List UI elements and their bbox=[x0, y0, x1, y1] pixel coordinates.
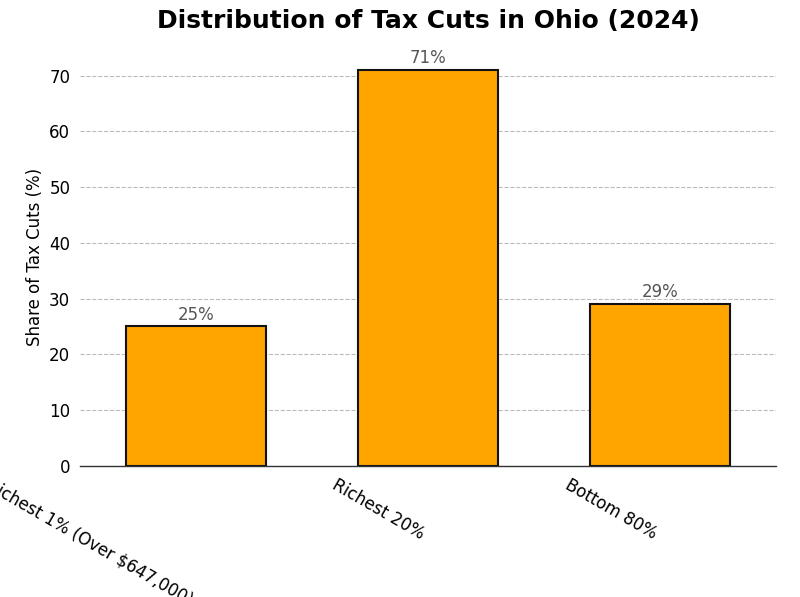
Bar bbox=[590, 304, 730, 466]
Bar bbox=[126, 327, 266, 466]
Title: Distribution of Tax Cuts in Ohio (2024): Distribution of Tax Cuts in Ohio (2024) bbox=[157, 10, 699, 33]
Text: 25%: 25% bbox=[178, 306, 214, 324]
Y-axis label: Share of Tax Cuts (%): Share of Tax Cuts (%) bbox=[26, 168, 43, 346]
Text: 71%: 71% bbox=[410, 50, 446, 67]
Text: 29%: 29% bbox=[642, 284, 678, 301]
Bar bbox=[358, 70, 498, 466]
